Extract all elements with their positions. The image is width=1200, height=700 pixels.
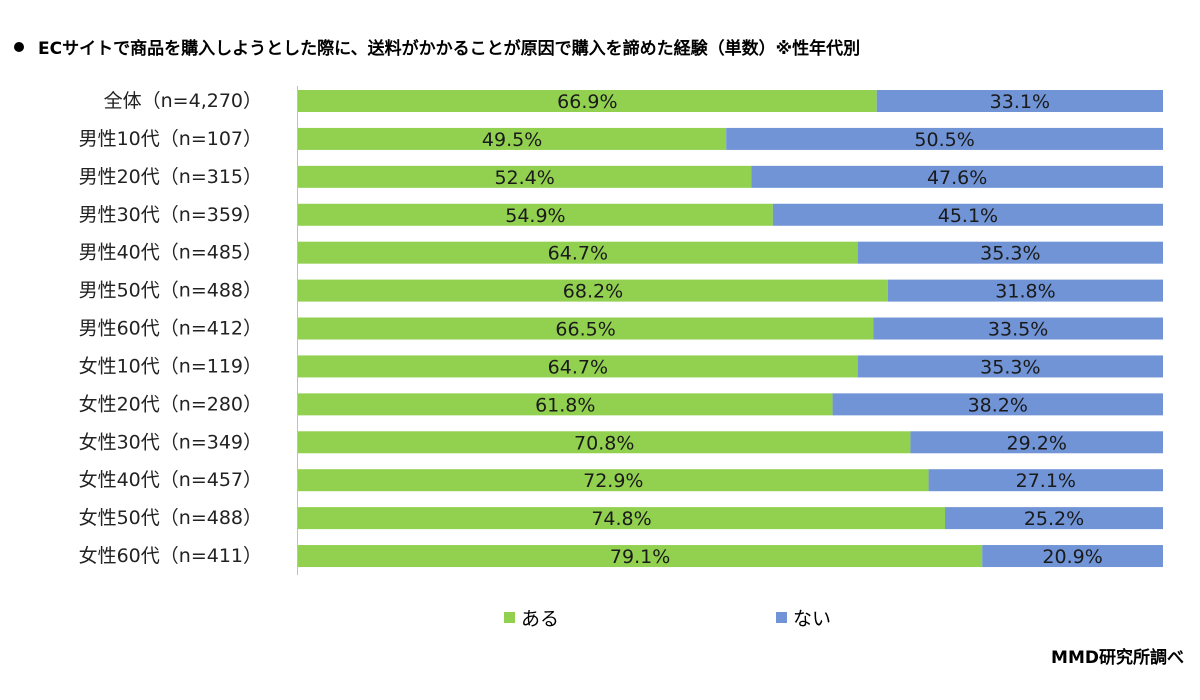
data-label-no: 50.5% [914,129,974,151]
legend-swatch-yes [504,612,515,623]
data-label-yes: 74.8% [591,508,651,530]
category-label: 男性50代（n=488） [79,280,262,302]
data-label-no: 29.2% [1007,432,1067,454]
category-label: 女性20代（n=280） [79,393,262,415]
data-label-no: 35.3% [980,243,1040,265]
chart-title: ECサイトで商品を購入しようとした際に、送料がかかることが原因で購入を諦めた経験… [38,39,861,59]
bar-segment-yes [298,90,877,112]
bar-segment-no [873,317,1163,340]
bar-segment-yes [298,431,911,454]
bar-segment-yes [298,507,946,530]
bar-segment-no [751,165,1163,188]
stacked-bar-chart: 全体（n=4,270） 66.9% 33.1% 男性10代（n=107） 49.5% 50… [79,86,1163,575]
bar-segment-no [726,127,1163,150]
bar-segment-no [772,203,1163,226]
legend-label-no: ない [793,608,832,630]
category-label: 女性10代（n=119） [79,355,262,377]
data-label-yes: 64.7% [548,243,608,265]
data-label-yes: 61.8% [535,394,595,416]
data-label-yes: 54.9% [505,205,565,227]
category-label: 男性30代（n=359） [79,204,262,226]
data-label-yes: 64.7% [548,356,608,378]
bar-segment-yes [298,355,858,378]
data-label-yes: 66.9% [557,91,617,113]
bullet-icon [14,41,24,52]
bar-segment-yes [298,393,833,416]
category-label: 男性10代（n=107） [79,128,262,150]
legend-label-yes: ある [521,608,560,630]
category-label: 男性40代（n=485） [79,242,262,264]
data-label-yes: 70.8% [574,432,634,454]
data-label-yes: 52.4% [494,167,554,189]
bar-segment-no [876,90,1163,112]
bar-segment-no [982,545,1163,568]
data-label-no: 33.1% [990,91,1050,113]
bar-segment-no [887,279,1163,302]
category-label: 男性60代（n=412） [79,318,262,340]
bar-segment-yes [298,165,752,188]
data-label-yes: 49.5% [482,129,542,151]
category-label: 男性20代（n=315） [79,166,262,188]
legend-item-no: ない [776,604,831,631]
bar-segment-yes [298,203,773,226]
data-label-no: 27.1% [1016,470,1076,492]
category-label: 女性50代（n=488） [79,507,262,529]
data-label-no: 47.6% [927,167,987,189]
data-label-yes: 72.9% [583,470,643,492]
data-label-no: 25.2% [1024,508,1084,530]
data-label-yes: 68.2% [563,281,623,303]
bar-segment-yes [298,279,888,302]
bar-segment-yes [298,241,858,264]
data-label-no: 33.5% [988,319,1048,341]
bar-segment-no [832,393,1163,416]
category-label: 女性30代（n=349） [79,431,262,453]
data-label-no: 31.8% [995,281,1055,303]
bar-segment-no [910,431,1163,454]
category-label: 全体（n=4,270） [104,90,262,112]
legend-swatch-no [776,612,787,623]
category-label: 女性60代（n=411） [79,545,262,567]
data-label-no: 38.2% [968,394,1028,416]
data-label-yes: 79.1% [610,546,670,568]
data-label-no: 20.9% [1042,546,1102,568]
bar-segment-no [857,355,1163,378]
data-label-no: 45.1% [938,205,998,227]
bar-segment-no [857,241,1163,264]
data-label-yes: 66.5% [555,319,615,341]
bar-segment-no [928,469,1163,492]
source-note: MMD研究所調べ [1051,648,1184,668]
chart-title-row: ECサイトで商品を購入しようとした際に、送料がかかることが原因で購入を諦めた経験… [14,34,860,59]
category-label: 女性40代（n=457） [79,469,262,491]
bar-segment-no [945,507,1163,530]
data-label-no: 35.3% [980,356,1040,378]
bar-segment-yes [298,127,727,150]
legend-item-yes: ある [504,604,559,631]
bar-segment-yes [298,469,929,492]
bar-segment-yes [298,317,874,340]
bar-segment-yes [298,545,983,568]
